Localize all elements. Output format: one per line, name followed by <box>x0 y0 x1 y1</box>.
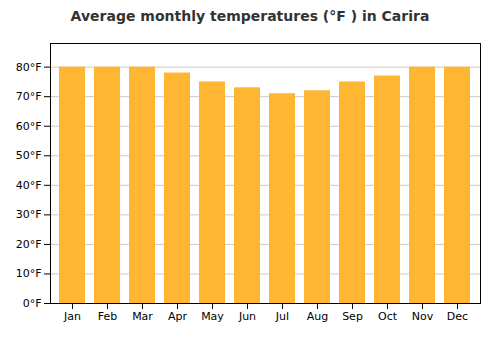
svg-text:60°F: 60°F <box>16 120 42 133</box>
svg-text:30°F: 30°F <box>16 208 42 221</box>
svg-text:May: May <box>201 310 224 323</box>
svg-text:20°F: 20°F <box>16 238 42 251</box>
svg-text:80°F: 80°F <box>16 61 42 74</box>
html-text:Average monthly temperatures (: Average monthly temperatures (°F ) in Ca… <box>70 8 430 24</box>
svg-text:40°F: 40°F <box>16 179 42 192</box>
svg-text:Aug: Aug <box>307 310 328 323</box>
svg-text:Sep: Sep <box>342 310 363 323</box>
svg-text:Mar: Mar <box>132 310 153 323</box>
svg-text:Oct: Oct <box>378 310 398 323</box>
svg-text:10°F: 10°F <box>16 267 42 280</box>
svg-text:50°F: 50°F <box>16 149 42 162</box>
svg-text:70°F: 70°F <box>16 90 42 103</box>
svg-text:Nov: Nov <box>412 310 434 323</box>
svg-text:Feb: Feb <box>98 310 117 323</box>
svg-text:0°F: 0°F <box>23 297 42 310</box>
svg-text:Jul: Jul <box>275 310 289 323</box>
svg-text:Jun: Jun <box>238 310 256 323</box>
svg-text:Apr: Apr <box>168 310 188 323</box>
svg-text:Dec: Dec <box>447 310 468 323</box>
svg-text:Jan: Jan <box>63 310 81 323</box>
